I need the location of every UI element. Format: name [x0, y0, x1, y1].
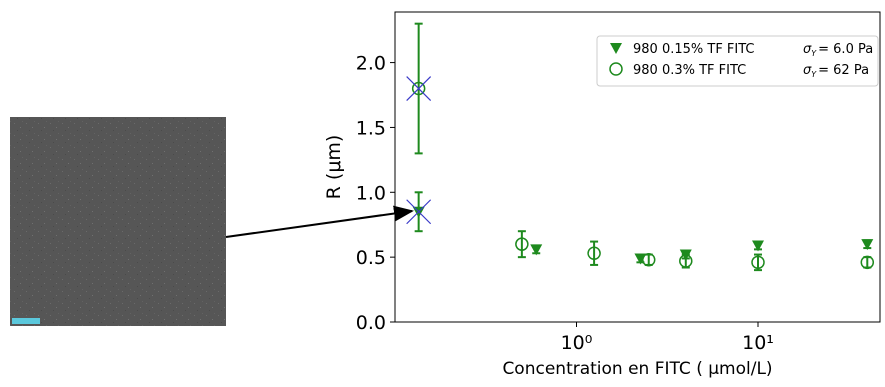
y-tick-label: 1.0: [356, 182, 386, 204]
highlight-cross: [406, 76, 432, 101]
plot: 0.0 0.5 1.0 1.5 2.0 10⁰ 10¹ Concentration en FI…: [323, 11, 881, 379]
y-tick-label: 0.5: [356, 247, 386, 269]
legend-label: 980 0.15% TF FITC: [633, 42, 755, 57]
data-point: [752, 240, 765, 252]
annotation-symbol: σ: [803, 63, 812, 78]
annotation-text: = 6.0 Pa: [818, 42, 873, 57]
annotation-text: = 62 Pa: [818, 63, 869, 78]
data-point: [751, 255, 765, 270]
legend-box: [596, 35, 879, 87]
y-tick-label: 2.0: [356, 53, 386, 75]
data-point: [515, 237, 529, 251]
legend-marker: [610, 43, 622, 54]
legend-marker: [609, 62, 623, 76]
y-tick-label: 0.0: [356, 312, 386, 334]
legend-label: 980 0.3% TF FITC: [633, 63, 746, 78]
plot-frame: [394, 11, 881, 323]
annotation-symbol: σ: [803, 42, 812, 57]
x-tick-label: 10¹: [742, 332, 774, 354]
y-tick-label: 1.5: [356, 117, 386, 139]
data-point: [411, 81, 426, 96]
x-axis-label: Concentration en FITC ( μmol/L): [502, 359, 772, 379]
data-point: [860, 255, 875, 270]
data-point: [861, 239, 874, 251]
data-point: [641, 252, 656, 267]
legend-annotation: σY = 6.0 Pa: [803, 42, 873, 58]
arrow: [225, 205, 414, 238]
micrograph: [10, 117, 226, 326]
y-axis-label: R (μm): [323, 135, 345, 200]
data-point: [679, 254, 693, 268]
scale-bar: [12, 318, 40, 324]
x-tick-label: 10⁰: [561, 332, 593, 354]
data-point: [530, 244, 543, 256]
highlight-cross: [406, 199, 432, 225]
data-point: [587, 246, 601, 261]
legend-annotation: σY = 62 Pa: [803, 63, 869, 79]
annotation-subscript: Y: [811, 70, 817, 79]
annotation-subscript: Y: [811, 49, 817, 58]
